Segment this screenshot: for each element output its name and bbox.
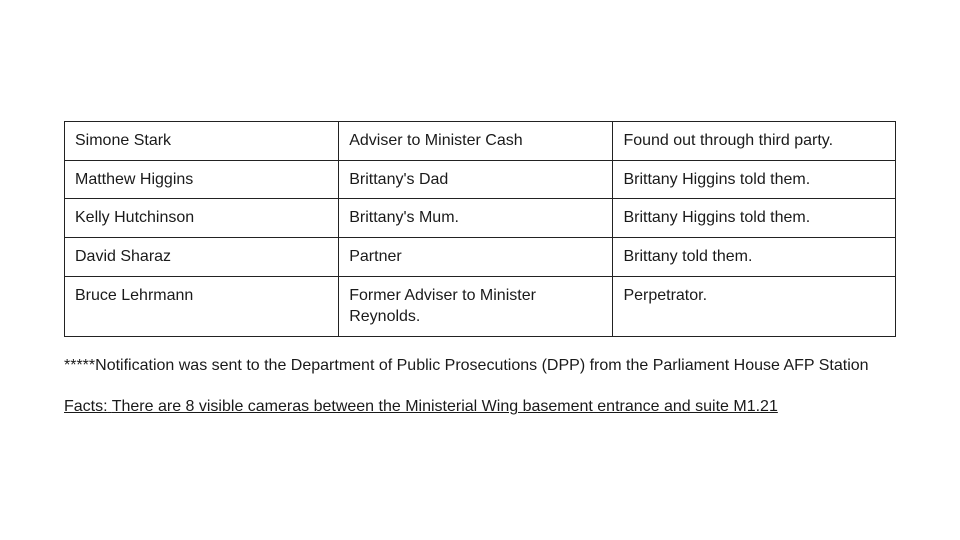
notification-prefix: ***** [64,357,95,374]
table-cell-name: Matthew Higgins [65,160,339,199]
table-cell-note: Found out through third party. [613,122,896,161]
table-cell-role: Brittany's Mum. [339,199,613,238]
notification-body: Notification was sent to the Department … [95,357,868,374]
facts-body: There are 8 visible cameras between the … [112,398,778,415]
table-cell-role: Brittany's Dad [339,160,613,199]
facts-label: Facts: [64,398,108,415]
facts-paragraph: Facts: There are 8 visible cameras betwe… [64,396,896,418]
table-cell-name: Kelly Hutchinson [65,199,339,238]
notification-paragraph: *****Notification was sent to the Depart… [64,355,896,377]
table-cell-note: Brittany told them. [613,238,896,277]
table-row: Kelly Hutchinson Brittany's Mum. Brittan… [65,199,896,238]
people-table-body: Simone Stark Adviser to Minister Cash Fo… [65,122,896,337]
table-cell-name: Simone Stark [65,122,339,161]
table-row: Simone Stark Adviser to Minister Cash Fo… [65,122,896,161]
table-row: Matthew Higgins Brittany's Dad Brittany … [65,160,896,199]
table-cell-role: Partner [339,238,613,277]
table-cell-note: Brittany Higgins told them. [613,199,896,238]
table-cell-note: Perpetrator. [613,276,896,336]
people-table: Simone Stark Adviser to Minister Cash Fo… [64,121,896,337]
table-cell-name: David Sharaz [65,238,339,277]
table-row: Bruce Lehrmann Former Adviser to Ministe… [65,276,896,336]
document-body: Simone Stark Adviser to Minister Cash Fo… [64,121,896,419]
table-cell-role: Former Adviser to Minister Reynolds. [339,276,613,336]
table-cell-role: Adviser to Minister Cash [339,122,613,161]
table-cell-note: Brittany Higgins told them. [613,160,896,199]
table-row: David Sharaz Partner Brittany told them. [65,238,896,277]
table-cell-name: Bruce Lehrmann [65,276,339,336]
